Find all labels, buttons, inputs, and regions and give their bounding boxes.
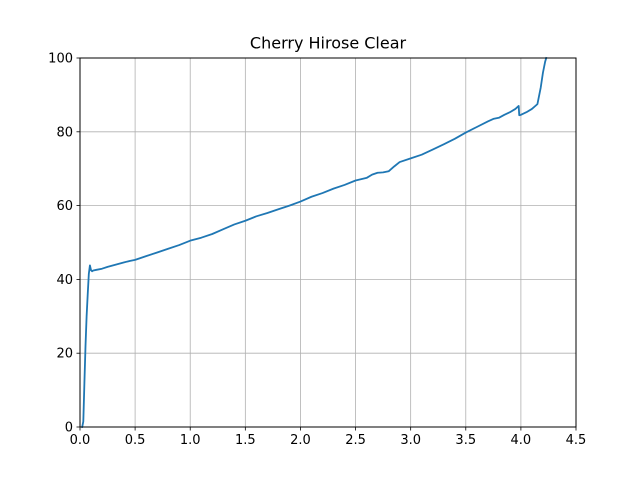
y-tick-label: 40 bbox=[56, 273, 73, 288]
x-tick-label: 2.0 bbox=[290, 433, 311, 448]
x-tick-label: 1.5 bbox=[235, 433, 256, 448]
x-tick-label: 1.0 bbox=[180, 433, 201, 448]
y-axis: 0 20 40 60 80 100 bbox=[48, 52, 80, 436]
x-tick-label: 2.5 bbox=[345, 433, 366, 448]
series-layer bbox=[81, 56, 548, 429]
y-tick-label: 60 bbox=[56, 199, 73, 214]
x-axis: 0.0 0.5 1.0 1.5 2.0 2.5 3.0 3.5 4.0 4.5 bbox=[70, 427, 587, 448]
x-tick-label: 0.5 bbox=[125, 433, 146, 448]
x-tick-label: 3.5 bbox=[455, 433, 476, 448]
x-tick-label: 3.0 bbox=[400, 433, 421, 448]
x-tick-label: 0.0 bbox=[70, 433, 91, 448]
y-tick-label: 0 bbox=[65, 421, 73, 436]
plot-area-frame bbox=[79, 57, 577, 428]
x-tick-label: 4.0 bbox=[511, 433, 532, 448]
y-tick-label: 20 bbox=[56, 347, 73, 362]
chart-title: Cherry Hirose Clear bbox=[250, 34, 407, 53]
x-tick-label: 4.5 bbox=[566, 433, 587, 448]
y-tick-label: 80 bbox=[56, 125, 73, 140]
y-tick-label: 100 bbox=[48, 52, 73, 67]
series-line-force bbox=[81, 56, 548, 429]
